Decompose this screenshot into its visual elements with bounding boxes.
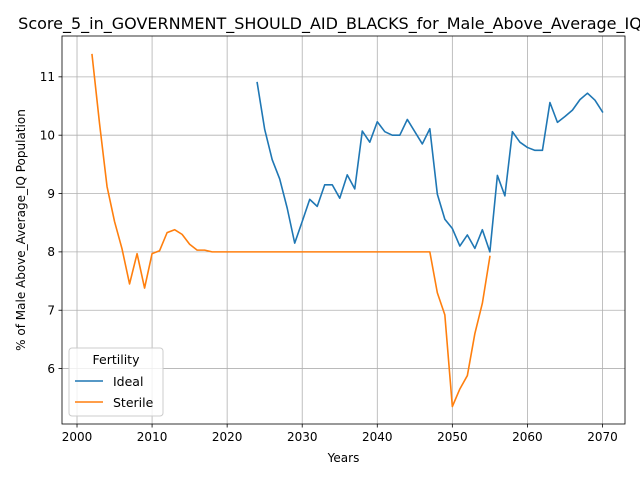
legend-box [68,347,164,417]
x-tick-label: 2010 [137,430,168,444]
y-tick-label: 9 [47,187,55,201]
y-axis-label: % of Male Above_Average_IQ Population [14,109,28,351]
legend-title: Fertility [93,352,141,367]
x-tick-label: 2070 [587,430,618,444]
y-axis-ticks: 6 7 8 9 10 11 [40,70,62,376]
plot-frame [61,35,626,425]
legend-label-ideal: Ideal [113,374,143,389]
legend-label-sterile: Sterile [113,395,154,410]
x-tick-label: 2000 [62,430,93,444]
x-tick-label: 2030 [287,430,318,444]
x-tick-label: 2050 [437,430,468,444]
series-lines [91,53,604,408]
series-line-ideal [256,81,604,253]
y-tick-label: 10 [40,128,55,142]
x-tick-label: 2060 [512,430,543,444]
y-tick-label: 7 [47,304,55,318]
legend: Fertility Ideal Sterile [68,347,164,417]
y-tick-label: 11 [40,70,55,84]
x-tick-label: 2020 [212,430,243,444]
x-axis-ticks: 2000 2010 2020 2030 2040 2050 2060 2070 [62,424,618,444]
x-axis-label: Years [327,451,360,465]
y-tick-label: 8 [47,245,55,259]
x-tick-label: 2040 [362,430,393,444]
chart-title: Score_5_in_GOVERNMENT_SHOULD_AID_BLACKS_… [18,14,640,34]
y-tick-label: 6 [47,362,55,376]
series-line-sterile [91,53,491,408]
